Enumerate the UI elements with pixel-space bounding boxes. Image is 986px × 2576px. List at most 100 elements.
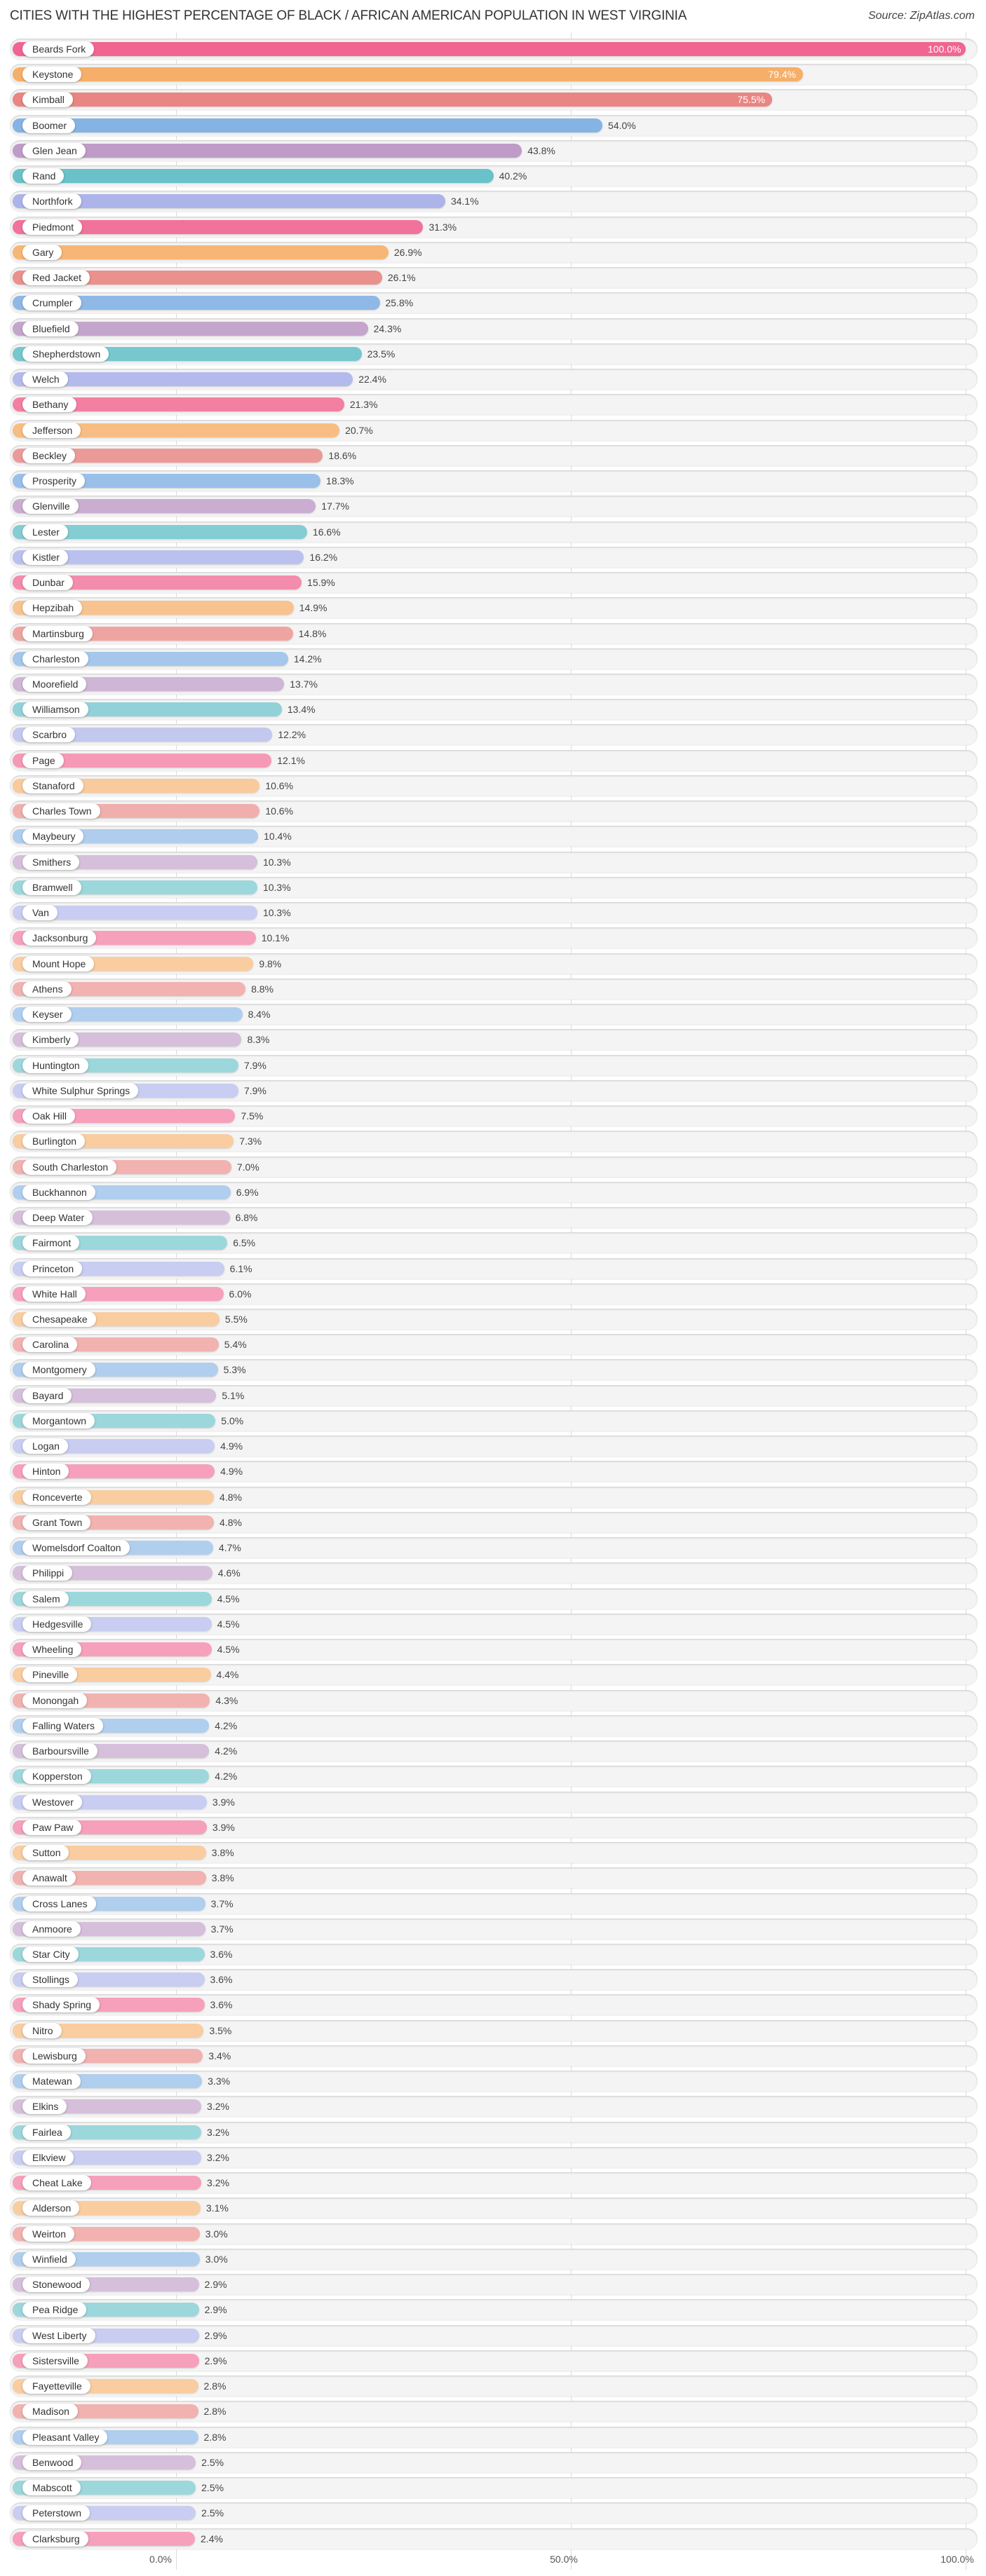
bar-row[interactable]: Anmoore 3.7% bbox=[10, 1918, 978, 1940]
bar-row[interactable]: Westover 3.9% bbox=[10, 1791, 978, 1813]
bar-row[interactable]: Montgomery 5.3% bbox=[10, 1359, 978, 1381]
bar-row[interactable]: Glenville 17.7% bbox=[10, 496, 978, 517]
bar-row[interactable]: Scarbro 12.2% bbox=[10, 724, 978, 746]
bar-row[interactable]: Martinsburg 14.8% bbox=[10, 622, 978, 644]
bar-row[interactable]: Logan 4.9% bbox=[10, 1436, 978, 1457]
bar-row[interactable]: Wheeling 4.5% bbox=[10, 1639, 978, 1661]
bar-row[interactable]: Kimball 75.5% bbox=[10, 89, 978, 111]
bar-row[interactable]: Paw Paw 3.9% bbox=[10, 1816, 978, 1838]
bar-row[interactable]: Mount Hope 9.8% bbox=[10, 953, 978, 974]
bar-row[interactable]: Salem 4.5% bbox=[10, 1588, 978, 1609]
bar-row[interactable]: Sutton 3.8% bbox=[10, 1842, 978, 1864]
bar-row[interactable]: Lewisburg 3.4% bbox=[10, 2045, 978, 2066]
bar-row[interactable]: Benwood 2.5% bbox=[10, 2451, 978, 2473]
bar-row[interactable]: Clarksburg 2.4% bbox=[10, 2528, 978, 2549]
bar-row[interactable]: South Charleston 7.0% bbox=[10, 1156, 978, 1178]
bar-row[interactable]: Cross Lanes 3.7% bbox=[10, 1893, 978, 1914]
bar-row[interactable]: Stonewood 2.9% bbox=[10, 2274, 978, 2296]
bar-row[interactable]: Deep Water 6.8% bbox=[10, 1207, 978, 1229]
bar-row[interactable]: Maybeury 10.4% bbox=[10, 826, 978, 847]
bar-row[interactable]: Piedmont 31.3% bbox=[10, 216, 978, 238]
bar-row[interactable]: Stanaford 10.6% bbox=[10, 775, 978, 796]
bar-row[interactable]: Beards Fork 100.0% bbox=[10, 39, 978, 60]
bar-row[interactable]: Monongah 4.3% bbox=[10, 1689, 978, 1711]
bar-row[interactable]: Bayard 5.1% bbox=[10, 1384, 978, 1406]
bar-row[interactable]: Ronceverte 4.8% bbox=[10, 1486, 978, 1508]
bar-row[interactable]: Madison 2.8% bbox=[10, 2401, 978, 2422]
bar-row[interactable]: Star City 3.6% bbox=[10, 1944, 978, 1965]
bar-row[interactable]: Rand 40.2% bbox=[10, 165, 978, 187]
bar-row[interactable]: Kistler 16.2% bbox=[10, 546, 978, 568]
bar-row[interactable]: Mabscott 2.5% bbox=[10, 2477, 978, 2499]
bar-row[interactable]: Sistersville 2.9% bbox=[10, 2350, 978, 2371]
bar-row[interactable]: White Hall 6.0% bbox=[10, 1283, 978, 1304]
bar-row[interactable]: Pineville 4.4% bbox=[10, 1664, 978, 1686]
bar-row[interactable]: Fayetteville 2.8% bbox=[10, 2376, 978, 2397]
bar-row[interactable]: Athens 8.8% bbox=[10, 978, 978, 1000]
bar-row[interactable]: Matewan 3.3% bbox=[10, 2071, 978, 2092]
bar-row[interactable]: Bramwell 10.3% bbox=[10, 876, 978, 898]
bar-row[interactable]: Hedgesville 4.5% bbox=[10, 1613, 978, 1635]
bar-row[interactable]: Beckley 18.6% bbox=[10, 444, 978, 466]
bar-row[interactable]: Keystone 79.4% bbox=[10, 64, 978, 86]
bar-row[interactable]: Glen Jean 43.8% bbox=[10, 139, 978, 161]
bar-row[interactable]: Hinton 4.9% bbox=[10, 1461, 978, 1483]
bar-row[interactable]: Hepzibah 14.9% bbox=[10, 597, 978, 619]
city-label: Anmoore bbox=[22, 1921, 81, 1937]
bar-row[interactable]: Morgantown 5.0% bbox=[10, 1410, 978, 1431]
bar-row[interactable]: Weirton 3.0% bbox=[10, 2223, 978, 2244]
bar-row[interactable]: Carolina 5.4% bbox=[10, 1334, 978, 1356]
bar-row[interactable]: Philippi 4.6% bbox=[10, 1562, 978, 1584]
bar-row[interactable]: Van 10.3% bbox=[10, 902, 978, 924]
bar-row[interactable]: Barboursville 4.2% bbox=[10, 1740, 978, 1762]
bar-row[interactable]: Northfork 34.1% bbox=[10, 191, 978, 212]
bar-row[interactable]: West Liberty 2.9% bbox=[10, 2324, 978, 2346]
bar-row[interactable]: Welch 22.4% bbox=[10, 369, 978, 390]
bar-row[interactable]: Williamson 13.4% bbox=[10, 699, 978, 721]
bar-row[interactable]: Stollings 3.6% bbox=[10, 1969, 978, 1991]
bar-row[interactable]: Bethany 21.3% bbox=[10, 394, 978, 416]
bar-row[interactable]: Elkview 3.2% bbox=[10, 2146, 978, 2168]
bar-row[interactable]: Alderson 3.1% bbox=[10, 2197, 978, 2219]
bar-row[interactable]: Oak Hill 7.5% bbox=[10, 1105, 978, 1127]
bar-row[interactable]: Smithers 10.3% bbox=[10, 851, 978, 873]
bar-row[interactable]: Kopperston 4.2% bbox=[10, 1766, 978, 1787]
bar-row[interactable]: Charleston 14.2% bbox=[10, 648, 978, 669]
bar-row[interactable]: Charles Town 10.6% bbox=[10, 800, 978, 822]
bar-row[interactable]: Chesapeake 5.5% bbox=[10, 1309, 978, 1330]
bar-row[interactable]: Jefferson 20.7% bbox=[10, 419, 978, 441]
bar-row[interactable]: Fairmont 6.5% bbox=[10, 1232, 978, 1254]
bar-row[interactable]: Falling Waters 4.2% bbox=[10, 1715, 978, 1736]
bar-row[interactable]: Huntington 7.9% bbox=[10, 1054, 978, 1076]
bar-row[interactable]: Burlington 7.3% bbox=[10, 1131, 978, 1152]
bar-row[interactable]: Fairlea 3.2% bbox=[10, 2121, 978, 2143]
bar-row[interactable]: Kimberly 8.3% bbox=[10, 1029, 978, 1051]
bar-row[interactable]: White Sulphur Springs 7.9% bbox=[10, 1079, 978, 1101]
bar-row[interactable]: Grant Town 4.8% bbox=[10, 1511, 978, 1533]
bar-row[interactable]: Princeton 6.1% bbox=[10, 1258, 978, 1279]
bar-row[interactable]: Shepherdstown 23.5% bbox=[10, 343, 978, 364]
bar-row[interactable]: Winfield 3.0% bbox=[10, 2248, 978, 2270]
bar-row[interactable]: Boomer 54.0% bbox=[10, 114, 978, 136]
bar-row[interactable]: Moorefield 13.7% bbox=[10, 674, 978, 695]
bar-row[interactable]: Peterstown 2.5% bbox=[10, 2502, 978, 2524]
bar-row[interactable]: Nitro 3.5% bbox=[10, 2019, 978, 2041]
bar-row[interactable]: Red Jacket 26.1% bbox=[10, 267, 978, 289]
bar-row[interactable]: Pea Ridge 2.9% bbox=[10, 2299, 978, 2321]
bar-row[interactable]: Shady Spring 3.6% bbox=[10, 1994, 978, 2016]
bar-row[interactable]: Womelsdorf Coalton 4.7% bbox=[10, 1537, 978, 1559]
bar-row[interactable]: Anawalt 3.8% bbox=[10, 1867, 978, 1889]
bar-row[interactable]: Buckhannon 6.9% bbox=[10, 1181, 978, 1203]
bar-row[interactable]: Jacksonburg 10.1% bbox=[10, 927, 978, 949]
bar-row[interactable]: Pleasant Valley 2.8% bbox=[10, 2426, 978, 2448]
bar-row[interactable]: Bluefield 24.3% bbox=[10, 318, 978, 339]
bar-row[interactable]: Prosperity 18.3% bbox=[10, 470, 978, 492]
bar-row[interactable]: Elkins 3.2% bbox=[10, 2096, 978, 2118]
bar-row[interactable]: Page 12.1% bbox=[10, 749, 978, 771]
bar-row[interactable]: Gary 26.9% bbox=[10, 241, 978, 263]
bar-row[interactable]: Cheat Lake 3.2% bbox=[10, 2172, 978, 2194]
bar-row[interactable]: Crumpler 25.8% bbox=[10, 292, 978, 314]
bar-row[interactable]: Dunbar 15.9% bbox=[10, 572, 978, 594]
bar-row[interactable]: Lester 16.6% bbox=[10, 521, 978, 543]
bar-row[interactable]: Keyser 8.4% bbox=[10, 1004, 978, 1025]
